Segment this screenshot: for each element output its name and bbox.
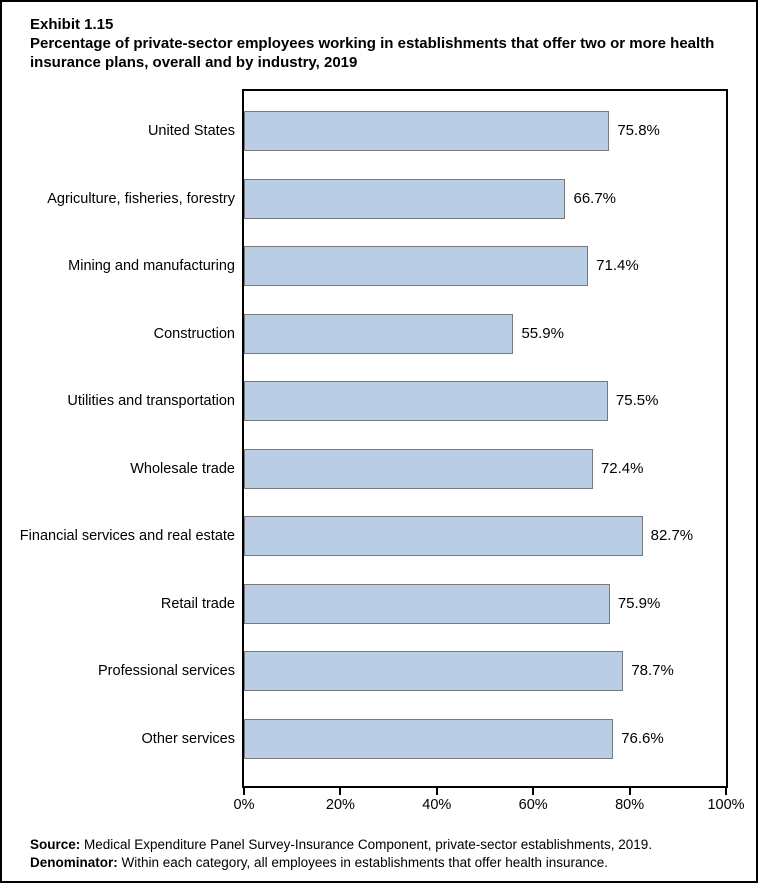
bar (244, 313, 514, 354)
value-label: 78.7% (631, 662, 674, 679)
category-label: Agriculture, fisheries, forestry (47, 190, 235, 207)
value-label: 72.4% (600, 459, 644, 477)
source-text: Medical Expenditure Panel Survey-Insuran… (80, 837, 653, 852)
category-label: Financial services and real estate (19, 528, 235, 544)
source-note: Source: Medical Expenditure Panel Survey… (30, 836, 740, 854)
bar (244, 448, 593, 489)
category-label: Wholesale trade (130, 460, 235, 477)
value-label: 75.5% (615, 392, 659, 409)
bar (244, 111, 610, 151)
x-axis-tick-label: 0% (233, 797, 255, 813)
denominator-label: Denominator: (30, 854, 118, 870)
category-label: Other services (141, 730, 235, 747)
value-label: 66.7% (573, 189, 617, 207)
x-axis-tick-label: 20% (325, 797, 355, 813)
value-label: 75.8% (617, 122, 660, 139)
value-label: 75.9% (617, 594, 661, 612)
denominator-note: Denominator: Within each category, all e… (30, 854, 740, 872)
chart-title: Exhibit 1.15 Percentage of private-secto… (30, 15, 730, 72)
value-label: 82.7% (650, 527, 694, 544)
x-axis-tick (532, 787, 535, 795)
source-label: Source: (30, 837, 81, 852)
value-label: 76.6% (621, 729, 664, 747)
bar (244, 718, 614, 759)
bar (244, 516, 643, 556)
x-axis-tick-label: 80% (615, 797, 645, 813)
x-axis-tick-label: 40% (422, 797, 452, 813)
category-label: Construction (153, 325, 235, 342)
denominator-text: Within each category, all employees in e… (117, 854, 609, 870)
exhibit-number: Exhibit 1.15 (30, 16, 114, 33)
x-axis-tick (435, 787, 438, 795)
bar (244, 381, 608, 421)
x-axis-tick (628, 787, 631, 795)
x-axis-tick (725, 787, 727, 795)
category-label: Professional services (98, 663, 235, 679)
chart-title-text: Percentage of private-sector employees w… (30, 35, 715, 71)
value-label: 71.4% (596, 257, 639, 274)
bar (244, 583, 610, 624)
category-label: Mining and manufacturing (68, 258, 235, 274)
bar (244, 651, 624, 691)
x-axis-tick (339, 787, 342, 795)
bar (244, 246, 589, 286)
x-axis-tick-label: 60% (518, 797, 548, 813)
chart-footer: Source: Medical Expenditure Panel Survey… (30, 836, 740, 871)
category-label: United States (147, 123, 235, 139)
category-label: Retail trade (160, 595, 235, 612)
bar (244, 178, 566, 219)
category-label: Utilities and transportation (67, 393, 235, 409)
value-label: 55.9% (521, 324, 564, 342)
x-axis-tick-label: 100% (707, 797, 745, 813)
x-axis-tick (243, 787, 245, 795)
